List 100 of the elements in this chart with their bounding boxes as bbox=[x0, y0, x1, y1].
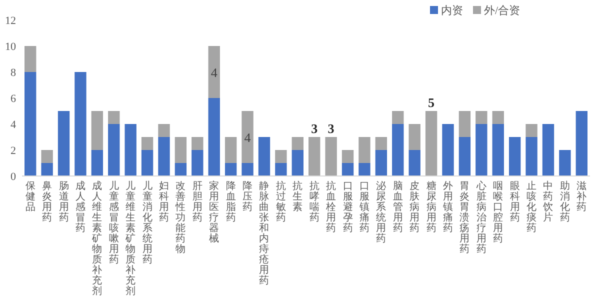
bar bbox=[208, 98, 220, 176]
bar bbox=[392, 111, 404, 124]
x-tick-label: 降压药 bbox=[242, 180, 253, 213]
bar bbox=[174, 137, 187, 163]
x-tick-label: 滋补药 bbox=[576, 180, 587, 213]
bar bbox=[476, 111, 488, 124]
x-tick-label: 心脏病治疗用药 bbox=[475, 180, 486, 255]
x-tick-label: 中药饮片 bbox=[542, 180, 554, 224]
bar bbox=[458, 111, 471, 137]
x-tick-label: 口服镇痛药 bbox=[358, 181, 370, 234]
category-label: 成人维生素矿物质补充剂 bbox=[92, 181, 102, 297]
data-label: 3 bbox=[328, 121, 335, 136]
bar bbox=[275, 150, 287, 163]
bar bbox=[308, 137, 320, 176]
x-tick-label: 儿童感冒咳嗽用药 bbox=[108, 180, 119, 266]
y-tick-label: 0 bbox=[10, 171, 16, 183]
x-tick-label: 家用医疗器械 bbox=[209, 180, 220, 244]
bar bbox=[342, 150, 354, 163]
bar bbox=[358, 137, 370, 163]
bar bbox=[174, 163, 187, 176]
legend-label: 外/合资 bbox=[484, 4, 520, 17]
bar bbox=[442, 124, 454, 176]
bar bbox=[41, 150, 53, 163]
bar bbox=[58, 111, 70, 176]
x-tick-label: 抗生素 bbox=[292, 180, 303, 213]
bar bbox=[242, 163, 254, 176]
bar bbox=[91, 150, 104, 176]
x-tick-label: 肠道用药 bbox=[58, 181, 69, 224]
bar bbox=[24, 72, 36, 176]
x-tick-label: 泌尿系统用药 bbox=[376, 180, 386, 244]
bar bbox=[192, 150, 204, 176]
legend-label: 内资 bbox=[441, 4, 463, 17]
x-tick-label: 妇科用药 bbox=[159, 181, 169, 224]
bar bbox=[559, 150, 571, 176]
bar bbox=[358, 163, 370, 176]
x-tick-label: 鼻炎用药 bbox=[42, 180, 52, 224]
data-label: 4 bbox=[210, 65, 218, 80]
data-label: 3 bbox=[311, 121, 318, 136]
bar bbox=[258, 137, 270, 176]
bar bbox=[141, 150, 154, 176]
x-tick-label: 降血脂药 bbox=[226, 180, 236, 224]
bar bbox=[224, 163, 237, 176]
x-tick-label: 改善性功能药物 bbox=[174, 181, 186, 255]
bar bbox=[492, 111, 504, 124]
bar bbox=[91, 111, 104, 150]
bar bbox=[141, 137, 154, 150]
bar bbox=[292, 150, 304, 176]
bar bbox=[224, 137, 237, 163]
bar bbox=[408, 124, 420, 150]
bar bbox=[526, 137, 538, 176]
x-tick-label: 助消化药 bbox=[560, 180, 570, 224]
y-tick-label: 6 bbox=[10, 93, 16, 105]
bar bbox=[242, 111, 254, 163]
y-tick-label: 12 bbox=[5, 15, 16, 27]
x-tick-label: 胃炎胃溃疡用药 bbox=[460, 181, 470, 255]
x-tick-label: 糖尿病用药 bbox=[426, 180, 436, 234]
bar bbox=[41, 163, 53, 176]
x-tick-label: 肝胆用药 bbox=[192, 181, 202, 224]
bar bbox=[458, 137, 471, 176]
bar bbox=[392, 124, 404, 176]
bar bbox=[375, 137, 388, 150]
bar bbox=[508, 137, 521, 176]
bar bbox=[476, 124, 488, 176]
bar bbox=[325, 137, 337, 176]
category-label: 儿童维生素矿物质补充剂 bbox=[126, 181, 136, 297]
bar bbox=[208, 46, 220, 98]
x-tick-label: 成人感冒药 bbox=[75, 180, 86, 234]
x-tick-label: 保健品 bbox=[25, 181, 36, 213]
bar bbox=[542, 124, 554, 176]
x-tick-label: 咽喉口腔用药 bbox=[493, 181, 504, 244]
x-tick-label: 口服避孕药 bbox=[342, 181, 353, 234]
x-tick-label: 抗过敏药 bbox=[276, 180, 286, 224]
bar bbox=[342, 163, 354, 176]
bar bbox=[526, 124, 538, 137]
bar bbox=[576, 111, 588, 176]
data-label: 4 bbox=[244, 130, 252, 145]
bar bbox=[158, 137, 170, 176]
bar bbox=[74, 72, 86, 176]
bar bbox=[292, 137, 304, 150]
x-tick-label: 外用镇痛药 bbox=[442, 181, 453, 234]
bar bbox=[108, 124, 120, 176]
category-label: 静脉曲张和内痔疮用药 bbox=[259, 181, 270, 286]
x-tick-label: 抗哮喘药 bbox=[309, 180, 320, 224]
x-tick-label: 眼科用药 bbox=[510, 181, 520, 224]
bar bbox=[158, 124, 170, 137]
x-tick-label: 抗血栓用药 bbox=[325, 180, 336, 234]
bar bbox=[408, 150, 420, 176]
bar bbox=[108, 111, 120, 124]
y-tick-label: 4 bbox=[10, 119, 16, 131]
y-tick-label: 10 bbox=[5, 41, 16, 53]
y-tick-label: 8 bbox=[10, 67, 16, 79]
bar bbox=[192, 137, 204, 150]
x-tick-label: 止咳化痰药 bbox=[526, 180, 537, 234]
x-tick-label: 脑血管用药 bbox=[392, 180, 403, 234]
bar bbox=[124, 124, 136, 176]
data-label: 5 bbox=[428, 95, 436, 110]
bar bbox=[492, 124, 504, 176]
bar bbox=[275, 163, 287, 176]
x-tick-label: 儿童消化系统用药 bbox=[142, 180, 152, 266]
bar bbox=[24, 46, 36, 72]
